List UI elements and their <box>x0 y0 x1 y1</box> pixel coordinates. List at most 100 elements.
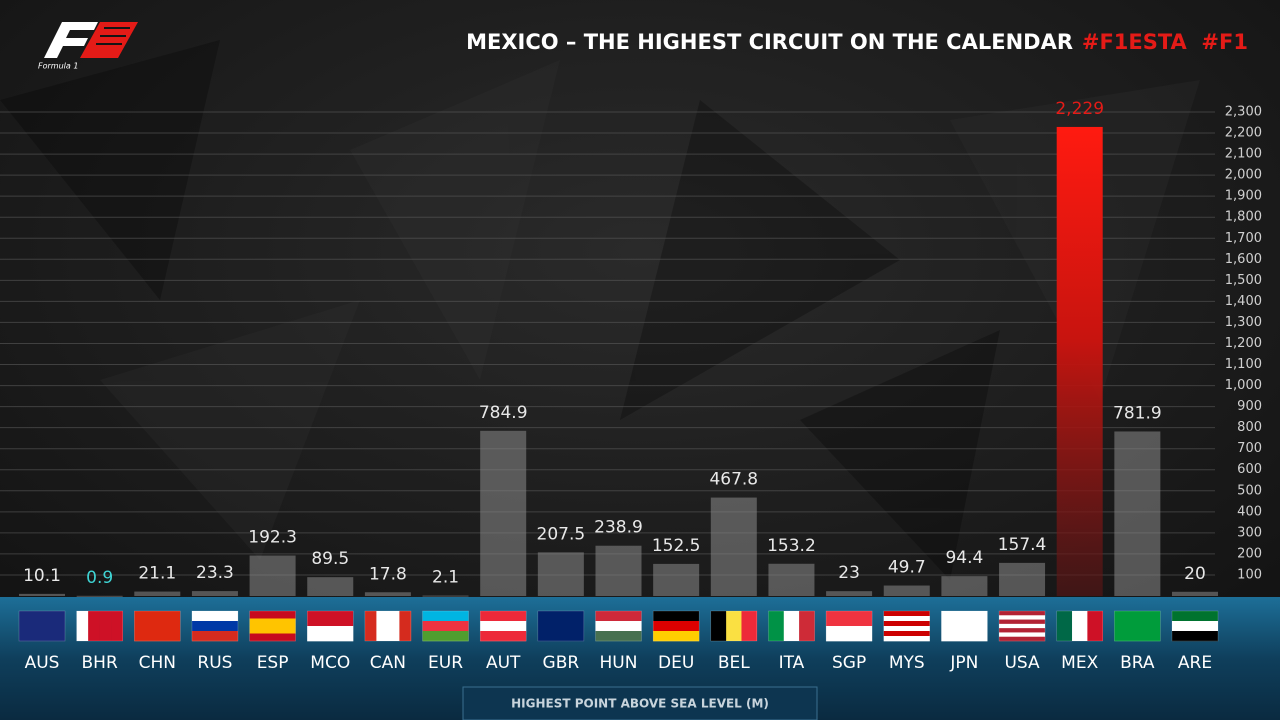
flag-stripe <box>826 626 873 642</box>
flag-border <box>134 610 181 642</box>
flag <box>364 610 412 642</box>
y-tick-label: 1,600 <box>1225 252 1262 267</box>
bar <box>768 563 815 596</box>
bar <box>19 593 65 596</box>
y-tick-label: 2,300 <box>1225 105 1262 120</box>
flag-stripe <box>710 611 727 641</box>
flag-border <box>825 610 873 642</box>
flag-stripe <box>249 618 296 627</box>
flag-stripe <box>653 621 700 632</box>
y-tick-label: 1,400 <box>1225 294 1262 309</box>
bar <box>595 545 642 596</box>
flag-border <box>364 610 412 642</box>
y-tick-label: 700 <box>1237 441 1262 456</box>
flag-stripe <box>883 611 930 617</box>
y-tick-label: 100 <box>1237 567 1262 582</box>
flag-border <box>191 610 239 642</box>
flag-border <box>998 610 1046 642</box>
y-tick-label: 200 <box>1237 546 1262 561</box>
data-label: 17.8 <box>369 564 407 584</box>
flag <box>1171 610 1219 642</box>
data-label: 152.5 <box>652 536 701 556</box>
flag-stripe <box>768 611 785 641</box>
flag-stripe <box>249 633 296 642</box>
flag-stripe <box>249 626 296 634</box>
flag-stripe <box>537 611 584 642</box>
y-tick-label: 800 <box>1237 420 1262 435</box>
flag-stripe <box>1114 611 1161 642</box>
bars: 10.1 0.9 21.1 23.3 192.3 89.5 17.8 2.1 784.9 207.… <box>19 99 1218 597</box>
flag-stripe <box>1087 611 1103 641</box>
flag-stripe <box>376 611 389 641</box>
flag-stripe <box>307 626 354 642</box>
flag-border <box>1171 610 1219 642</box>
flag-stripe <box>191 631 238 642</box>
x-tick-label: EUR <box>428 653 463 673</box>
bar <box>134 591 181 596</box>
flag-stripe <box>1172 621 1218 632</box>
flag-stripe <box>999 615 1046 620</box>
y-tick-label: 400 <box>1237 504 1262 519</box>
bar <box>999 562 1046 596</box>
y-tick-label: 2,100 <box>1225 147 1262 162</box>
flag-stripe <box>364 611 377 641</box>
flag-border <box>652 610 700 642</box>
data-label: 49.7 <box>888 558 926 578</box>
flag <box>710 610 758 642</box>
bar <box>710 497 757 596</box>
logo-text: Formula 1 <box>38 62 78 71</box>
x-tick-label: ESP <box>257 653 289 673</box>
x-tick-label: AUT <box>486 653 521 673</box>
flag-stripe <box>999 611 1046 616</box>
data-label: 0.9 <box>86 568 113 588</box>
flag-stripe <box>480 621 527 632</box>
flag-stripe <box>653 611 700 622</box>
x-tick-label: DEU <box>658 653 694 673</box>
x-tick-label: SGP <box>832 653 866 673</box>
y-tick-label: 500 <box>1237 483 1262 498</box>
data-label: 2,229 <box>1055 99 1104 119</box>
data-label: 153.2 <box>767 536 816 556</box>
chart-title: MEXICO – THE HIGHEST CIRCUIT ON THE CALE… <box>466 30 1073 54</box>
x-tick-label: RUS <box>197 653 232 673</box>
x-tick-label: MCO <box>310 653 350 673</box>
y-tick-label: 1,300 <box>1225 315 1262 330</box>
flag <box>422 610 469 642</box>
flag <box>1114 610 1161 642</box>
flag <box>595 610 642 642</box>
flag-stripe <box>307 611 354 627</box>
bar <box>76 595 123 597</box>
flag-border <box>1114 610 1161 642</box>
x-tick-label: JPN <box>949 653 978 673</box>
flag-stripe <box>99 611 112 641</box>
y-tick-label: 1,900 <box>1225 189 1262 204</box>
flag-stripe <box>422 621 469 632</box>
logo: Formula 1 <box>38 22 138 71</box>
flag-border <box>76 610 123 642</box>
flag <box>307 610 354 642</box>
flag-stripe <box>999 623 1046 629</box>
y-tick-label: 2,200 <box>1225 126 1262 141</box>
flag-stripe <box>883 616 930 622</box>
data-label: 467.8 <box>709 470 758 490</box>
data-label: 21.1 <box>138 564 176 584</box>
flag-stripe <box>191 611 238 622</box>
flag-border <box>479 610 527 642</box>
data-label: 784.9 <box>479 403 528 423</box>
y-tick-label: 2,000 <box>1225 168 1262 183</box>
bar <box>1056 126 1103 597</box>
flag-border <box>249 610 296 642</box>
flag-stripe <box>422 611 469 622</box>
flag <box>191 610 239 642</box>
x-tick-label: BHR <box>82 653 118 673</box>
flag <box>479 610 527 642</box>
flag-border <box>595 610 642 642</box>
flag-stripe <box>76 611 89 641</box>
flag-stripe <box>653 631 700 642</box>
flag-border <box>307 610 354 642</box>
data-label: 192.3 <box>248 528 297 548</box>
data-label: 2.1 <box>432 568 459 588</box>
flag-border <box>768 610 815 642</box>
flag <box>18 610 66 642</box>
x-tick-label: MYS <box>889 653 925 673</box>
